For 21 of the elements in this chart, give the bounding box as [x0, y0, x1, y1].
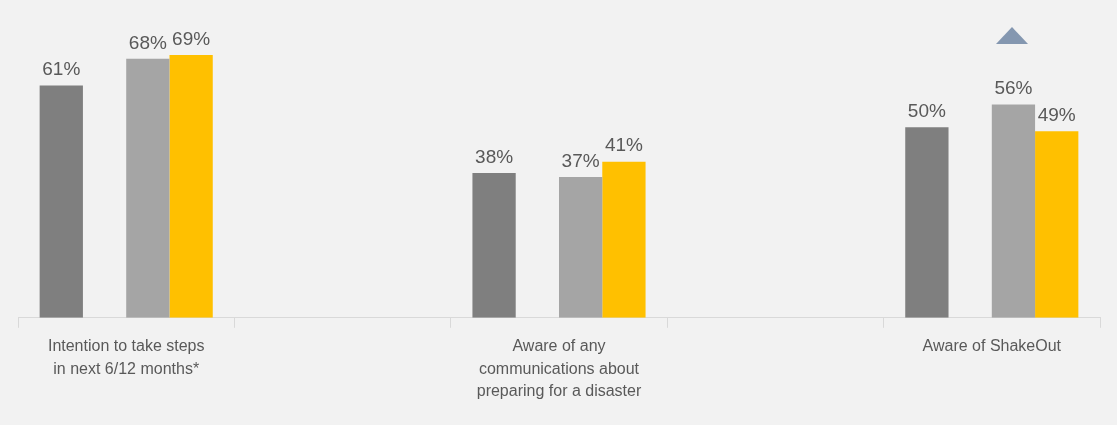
bar — [602, 161, 646, 318]
data-label: 50% — [907, 100, 946, 122]
bar — [169, 55, 213, 318]
bar — [472, 173, 516, 318]
data-label: 49% — [1037, 103, 1076, 125]
data-label: 69% — [172, 27, 211, 49]
data-label: 41% — [604, 134, 644, 156]
bar — [559, 176, 603, 318]
x-tick-label: Aware of any communications about preparing for a disaster — [476, 337, 642, 400]
data-label: 61% — [42, 58, 81, 80]
data-label: 56% — [994, 77, 1033, 99]
bar — [991, 104, 1036, 318]
bar — [1035, 131, 1079, 318]
data-label: 37% — [561, 149, 600, 171]
data-label: 38% — [475, 145, 514, 167]
data-label: 68% — [128, 31, 167, 53]
x-tick-label: Aware of ShakeOut — [922, 337, 1062, 355]
bar — [905, 127, 949, 318]
x-tick-label: Intention to take steps in next 6/12 months* — [47, 337, 205, 377]
bar — [126, 58, 170, 318]
bar — [39, 85, 83, 318]
